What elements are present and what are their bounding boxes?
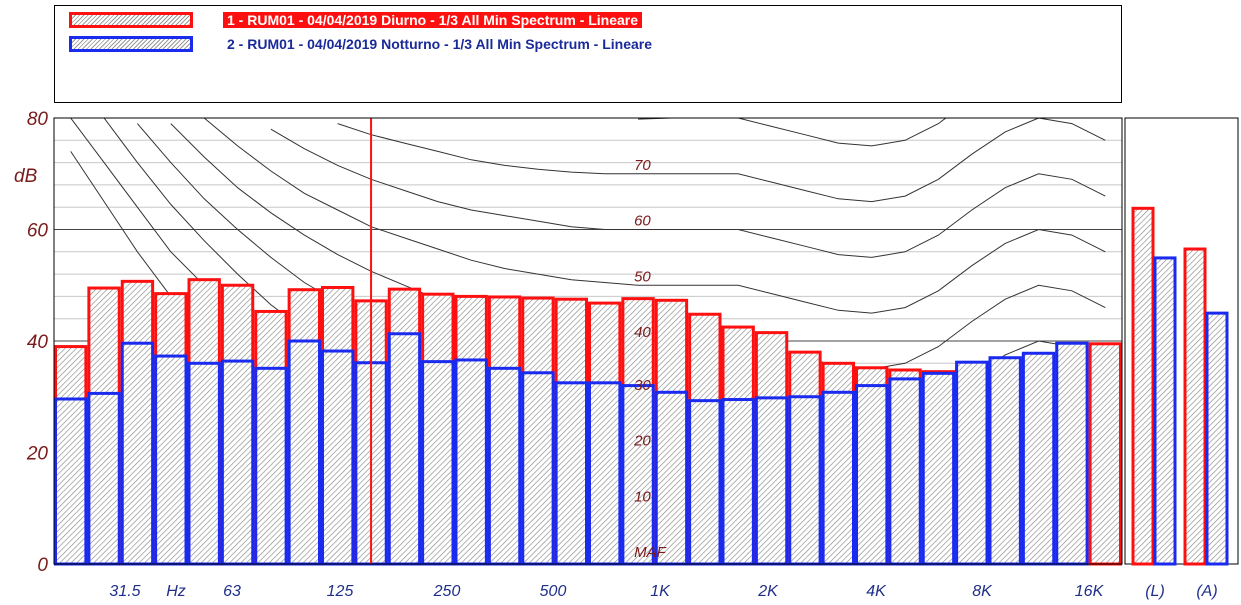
x-tick-label: 4K xyxy=(866,583,887,600)
iso-curve-label: MAF xyxy=(634,544,667,561)
bar[interactable] xyxy=(921,371,956,566)
bar[interactable] xyxy=(1021,351,1056,566)
bar[interactable] xyxy=(54,397,88,566)
bar[interactable] xyxy=(688,399,722,566)
bar[interactable] xyxy=(220,359,255,566)
bar[interactable] xyxy=(87,391,121,566)
bar[interactable] xyxy=(788,395,822,566)
y-tick-label: 60 xyxy=(27,221,49,242)
bar[interactable] xyxy=(955,360,989,566)
iso-curve-label: 10 xyxy=(634,488,651,505)
bar[interactable] xyxy=(821,390,855,566)
bar[interactable] xyxy=(454,358,488,566)
bar[interactable] xyxy=(654,390,689,566)
bar[interactable] xyxy=(721,398,755,566)
iso-curve-60 xyxy=(270,128,1106,258)
iso-curve-label: 60 xyxy=(634,213,651,230)
bar[interactable] xyxy=(421,360,455,566)
bar[interactable] xyxy=(120,341,155,566)
series-notturno xyxy=(54,332,1089,566)
y-axis: dB 0 20 40 60 80 xyxy=(14,109,48,576)
x-tick-label: 125 xyxy=(327,583,354,600)
bar[interactable] xyxy=(487,366,522,566)
y-tick-label: 20 xyxy=(26,444,49,465)
bar[interactable] xyxy=(754,396,789,566)
bar[interactable] xyxy=(254,366,288,566)
iso-curve-labels: MAF 10 20 30 40 50 60 70 xyxy=(633,157,667,561)
y-axis-label: dB xyxy=(14,166,38,187)
x-tick-label: 2K xyxy=(757,583,779,600)
bar[interactable] xyxy=(287,339,321,566)
x-tick-label: Hz xyxy=(166,583,186,600)
x-tick-label: 8K xyxy=(972,583,993,600)
iso-curve-label: 40 xyxy=(634,324,651,341)
bar[interactable] xyxy=(1055,341,1089,566)
iso-curve-70 xyxy=(337,118,1106,203)
y-tick-label: 80 xyxy=(27,109,49,130)
x-tick-label: 250 xyxy=(433,583,461,600)
legend-item-diurno[interactable]: 1 - RUM01 - 04/04/2019 Diurno - 1/3 All … xyxy=(69,10,643,30)
total-bar-L[interactable] xyxy=(1131,206,1155,566)
legend: 1 - RUM01 - 04/04/2019 Diurno - 1/3 All … xyxy=(54,5,1122,103)
totals-bars xyxy=(1131,206,1229,566)
y-tick-label: 0 xyxy=(37,555,48,576)
x-tick-label: (A) xyxy=(1196,583,1217,600)
bar[interactable] xyxy=(588,381,622,566)
y-tick-label: 40 xyxy=(27,332,49,353)
iso-curve-label: 20 xyxy=(633,433,651,450)
bar[interactable] xyxy=(888,377,922,566)
legend-swatch-notturno xyxy=(69,36,193,52)
legend-label-notturno: 2 - RUM01 - 04/04/2019 Notturno - 1/3 Al… xyxy=(227,36,653,52)
legend-swatch-diurno xyxy=(69,12,193,28)
x-tick-label: 500 xyxy=(540,583,567,600)
total-bar-A[interactable] xyxy=(1205,311,1229,566)
legend-label-diurno: 1 - RUM01 - 04/04/2019 Diurno - 1/3 All … xyxy=(223,12,643,28)
x-axis: 31.5 Hz 63 125 250 500 1K 2K 4K 8K 16K (L) (A) xyxy=(109,583,1217,600)
bar[interactable] xyxy=(154,354,188,566)
bar[interactable] xyxy=(521,371,555,566)
x-tick-label: 31.5 xyxy=(109,583,140,600)
total-bar-A[interactable] xyxy=(1183,247,1207,566)
iso-curve-label: 50 xyxy=(634,268,651,285)
bar[interactable] xyxy=(988,356,1022,566)
iso-curve-label: 70 xyxy=(634,157,651,174)
iso-curve-upper xyxy=(638,118,947,147)
total-bar-L[interactable] xyxy=(1153,256,1177,566)
x-tick-label: 1K xyxy=(650,583,671,600)
iso-curve-50 xyxy=(203,118,1106,314)
bar[interactable] xyxy=(387,332,422,566)
iso-curve-label: 30 xyxy=(634,377,651,394)
x-tick-label: 16K xyxy=(1075,583,1105,600)
totals-frame xyxy=(1124,117,1239,565)
bar[interactable] xyxy=(554,381,588,566)
bar[interactable] xyxy=(321,349,355,566)
bar[interactable] xyxy=(1088,342,1122,566)
bar[interactable] xyxy=(621,384,655,566)
plot-frame xyxy=(53,117,1123,565)
bar[interactable] xyxy=(187,361,221,566)
x-tick-label: 63 xyxy=(223,583,241,600)
legend-item-notturno[interactable]: 2 - RUM01 - 04/04/2019 Notturno - 1/3 Al… xyxy=(69,34,656,54)
bar[interactable] xyxy=(855,384,889,566)
x-tick-label: (L) xyxy=(1145,583,1165,600)
